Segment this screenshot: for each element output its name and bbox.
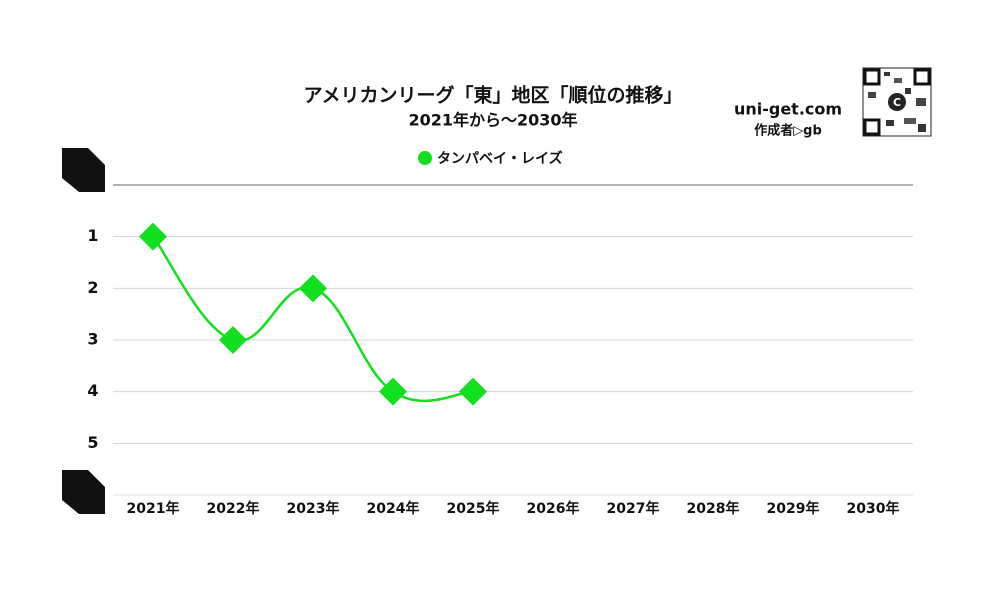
author: 作成者▷gb [754,123,822,139]
y-tick-label: 2 [87,278,98,297]
x-tick-label: 2023年 [287,500,340,517]
chart-subtitle: 2021年から～2030年 [408,111,577,130]
x-tick-label: 2021年 [127,500,180,517]
y-tick-label: 5 [87,433,98,452]
x-tick-label: 2026年 [527,500,580,517]
x-tick-label: 2024年 [367,500,420,517]
x-tick-label: 2025年 [447,500,500,517]
corner-icon [62,470,105,514]
data-point [459,377,487,406]
x-tick-label: 2030年 [847,500,900,517]
legend-label: タンパベイ・レイズ [437,150,563,167]
data-point [139,222,167,251]
legend-marker [418,151,432,165]
data-point [219,326,247,354]
legend: タンパベイ・レイズ [418,150,563,167]
x-tick-label: 2027年 [607,500,660,517]
y-tick-label: 4 [87,381,98,400]
data-point [299,274,327,303]
x-tick-label: 2022年 [207,500,260,517]
data-point [379,377,407,406]
source: uni-get.com [734,100,842,119]
y-tick-label: 1 [87,226,98,245]
corner-icon [62,148,105,192]
chart-title: アメリカンリーグ「東」地区「順位の推移」 [303,84,682,107]
y-tick-label: 3 [87,330,98,349]
x-tick-label: 2029年 [767,500,820,517]
qr-code: C [862,67,932,137]
svg-text:C: C [893,96,901,109]
x-tick-label: 2028年 [687,500,740,517]
